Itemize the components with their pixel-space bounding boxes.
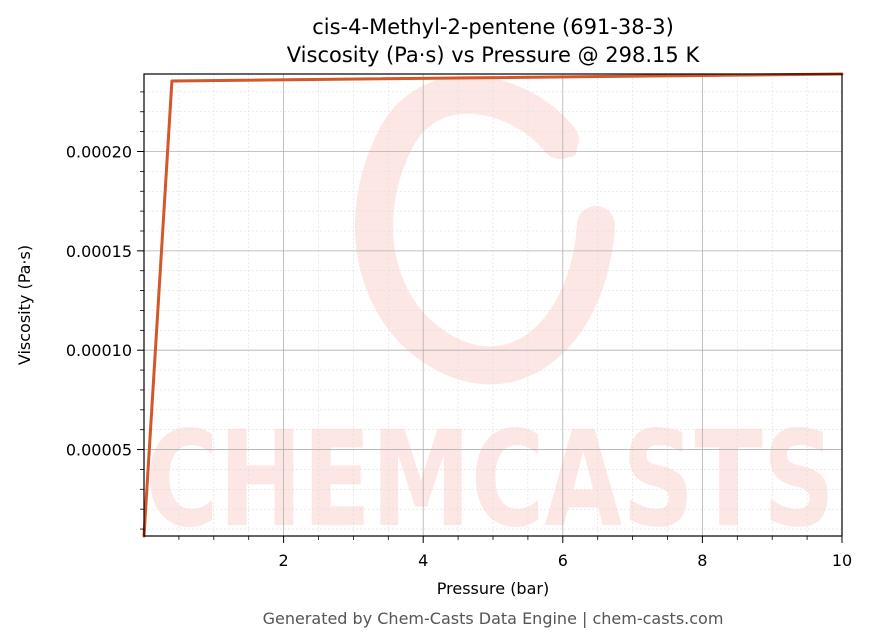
x-axis-ticks: 2 4 6 8 10 bbox=[178, 536, 852, 570]
x-tick-label: 10 bbox=[832, 551, 852, 570]
y-tick-label: 0.00010 bbox=[66, 341, 132, 360]
y-tick-label: 0.00005 bbox=[66, 441, 132, 460]
y-axis-label: Viscosity (Pa·s) bbox=[15, 245, 34, 365]
series-layer bbox=[142, 72, 844, 538]
minor-gridlines bbox=[144, 74, 842, 536]
y-axis-ticks: 0.00005 0.00010 0.00015 0.00020 bbox=[66, 91, 144, 530]
viscosity-series-line bbox=[142, 72, 844, 538]
y-tick-label: 0.00020 bbox=[66, 142, 132, 161]
chart-subtitle: Viscosity (Pa·s) vs Pressure @ 298.15 K bbox=[287, 43, 701, 67]
watermark-text: CHEMCASTS bbox=[145, 403, 835, 557]
y-tick-label: 0.00015 bbox=[66, 242, 132, 261]
chart-title: cis-4-Methyl-2-pentene (691-38-3) bbox=[312, 15, 674, 39]
chemcasts-watermark: CHEMCASTS bbox=[145, 75, 835, 557]
x-axis-label: Pressure (bar) bbox=[437, 579, 549, 598]
x-tick-label: 6 bbox=[558, 551, 568, 570]
x-tick-label: 2 bbox=[279, 551, 289, 570]
x-tick-label: 4 bbox=[418, 551, 428, 570]
footer-credit: Generated by Chem-Casts Data Engine | ch… bbox=[263, 609, 724, 628]
x-tick-label: 8 bbox=[697, 551, 707, 570]
watermark-logo bbox=[355, 75, 615, 385]
